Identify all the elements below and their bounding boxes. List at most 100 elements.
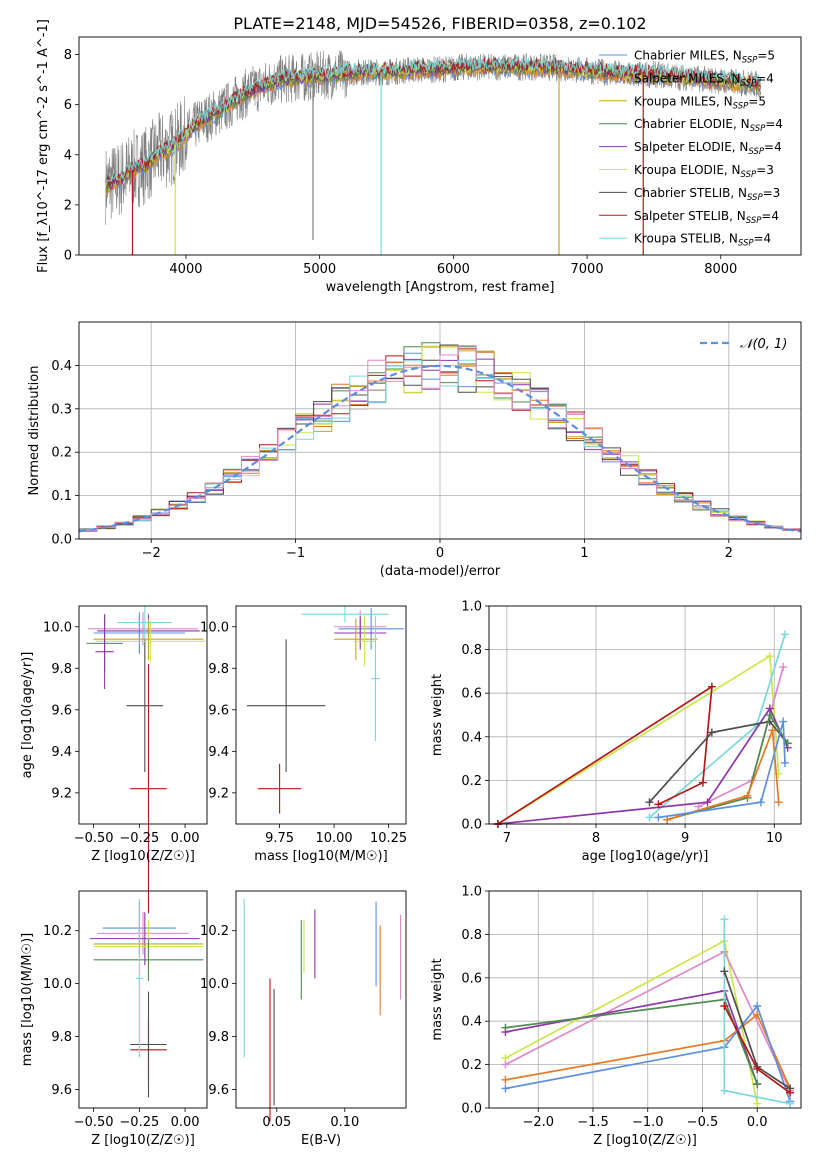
- weight-series: [658, 721, 786, 819]
- weight-marker: [756, 798, 765, 807]
- legend-label-sub: SSP: [750, 124, 766, 134]
- age_vs_mass-plot: [246, 606, 404, 814]
- x-tick-label: 1: [580, 546, 588, 561]
- x-axis-label: E(B-V): [301, 1133, 341, 1148]
- weight-series: [667, 729, 780, 821]
- age_vs_mass-panel: 9.75 10.00 10.25 9.2 9.4 9.6 9.8 10.0 mass [log1…: [200, 605, 407, 864]
- legend-label-sub: SSP: [742, 56, 758, 66]
- weight-marker: [698, 778, 707, 787]
- mass_vs_Z-plot: [89, 898, 204, 1098]
- x-tick-label: 0.05: [262, 1115, 291, 1130]
- y-tick-label: 0.0: [461, 1102, 482, 1117]
- spectrum-axes: 4000 5000 6000 7000 8000 0 2 4 6 8 wavelength [Ang…: [36, 19, 802, 295]
- gaussian-curve: [78, 364, 802, 533]
- x-tick-label: −0.50: [74, 831, 114, 846]
- age_vs_Z-frame: [78, 605, 208, 825]
- legend-label-end: =5: [748, 94, 766, 108]
- weight-marker: [780, 758, 789, 767]
- age_vs_Z-plot: [86, 606, 206, 914]
- legend-label: Chabrier MILES, NSSP=5: [634, 49, 775, 66]
- y-tick-label: 10.0: [43, 620, 72, 635]
- y-tick-label: 0.1: [51, 489, 72, 504]
- weight-marker: [720, 967, 729, 976]
- weight-marker: [765, 652, 774, 661]
- model-spectrum: [105, 55, 761, 183]
- weight-marker: [654, 813, 663, 822]
- mass_vs_ebv-panel: 0.05 0.10 9.6 9.8 10.0 10.2 E(B-V): [200, 890, 407, 1148]
- mass_vs_ebv-plot: [243, 898, 402, 1122]
- y-tick-label: 1.0: [461, 885, 482, 900]
- y-tick-label: 10.0: [200, 977, 229, 992]
- x-tick-label: 4000: [169, 262, 202, 277]
- legend-label-base: Kroupa MILES, N: [634, 94, 733, 108]
- weight-marker: [707, 682, 716, 691]
- spectrum-frame: [78, 36, 802, 256]
- x-tick-label: −0.25: [119, 1115, 159, 1130]
- y-tick-label: 0.2: [461, 1058, 482, 1073]
- weight-marker: [753, 1064, 762, 1073]
- weight-marker: [753, 1002, 762, 1011]
- legend-label-base: Kroupa STELIB, N: [634, 232, 738, 246]
- x-tick-label: 8: [592, 831, 600, 846]
- weight-series: [505, 1004, 791, 1102]
- x-tick-label: 9: [681, 831, 689, 846]
- x-tick-label: 0.00: [171, 831, 200, 846]
- residuals-frame: [78, 321, 802, 540]
- weight-marker: [774, 798, 783, 807]
- legend-label: Kroupa MILES, NSSP=5: [634, 94, 766, 111]
- x-tick-label: 0: [436, 546, 444, 561]
- weight-marker: [765, 711, 774, 719]
- weight-marker: [768, 726, 777, 735]
- weight_vs_age-frame: [488, 605, 802, 825]
- x-tick-label: −2: [142, 546, 161, 561]
- weight-series: [648, 720, 789, 803]
- legend-label: Chabrier ELODIE, NSSP=4: [634, 117, 783, 134]
- x-tick-label: −2.0: [522, 1115, 554, 1130]
- x-tick-label: 9.75: [265, 831, 294, 846]
- weight-marker: [753, 1080, 762, 1089]
- age_vs_Z-panel: −0.50 −0.25 0.00 9.2 9.4 9.6 9.8 10.0 Z [log10(Z…: [20, 605, 208, 914]
- legend-label-base: Chabrier STELIB, N: [634, 186, 747, 200]
- age_vs_mass-axes: 9.75 10.00 10.25 9.2 9.4 9.6 9.8 10.0 mass [log1…: [200, 605, 407, 864]
- x-tick-label: 10.00: [315, 831, 352, 846]
- y-tick-label: 4: [64, 148, 72, 163]
- weight-marker: [753, 1099, 762, 1108]
- y-tick-label: 0.0: [51, 533, 72, 548]
- x-tick-label: 0.10: [330, 1115, 359, 1130]
- x-tick-label: 7000: [571, 262, 604, 277]
- x-axis-label: wavelength [Angstrom, rest frame]: [326, 280, 555, 295]
- weight-marker: [645, 813, 654, 822]
- x-tick-label: −1.5: [577, 1115, 609, 1130]
- y-tick-label: 9.2: [208, 786, 229, 801]
- y-tick-label: 0.6: [461, 971, 482, 986]
- weight-marker: [501, 1075, 510, 1084]
- legend-label-sub: SSP: [741, 170, 757, 180]
- y-tick-label: 10.0: [200, 620, 229, 635]
- weight-marker: [779, 717, 788, 726]
- y-tick-label: 0.3: [51, 402, 72, 417]
- y-tick-label: 9.8: [208, 662, 229, 677]
- y-tick-label: 1.0: [461, 600, 482, 615]
- legend-label-end: =4: [764, 140, 782, 154]
- legend-label-base: Salpeter STELIB, N: [634, 209, 746, 223]
- y-tick-label: 6: [64, 98, 72, 113]
- x-axis-label: (data-model)/error: [380, 564, 501, 579]
- weight-marker: [786, 1088, 795, 1097]
- weight_vs_Z-plot: [501, 915, 795, 1108]
- weight_vs_Z-axes: −2.0 −1.5 −1.0 −0.5 0.0 0.0 0.2 0.4 0.6 0.8 1.0 Z […: [430, 885, 802, 1148]
- legend-label: Kroupa STELIB, NSSP=4: [634, 232, 771, 249]
- weight_vs_Z-frame: [488, 890, 802, 1109]
- y-tick-label: 10.2: [43, 924, 72, 939]
- residual-histogram: [79, 345, 801, 532]
- mass_vs_Z-frame: [78, 890, 208, 1109]
- legend-label-sub: SSP: [738, 239, 754, 249]
- weight_vs_age-grid: [489, 605, 801, 825]
- legend-label-sub: SSP: [741, 78, 757, 88]
- x-axis-label: Z [log10(Z/Z☉)]: [91, 1133, 195, 1148]
- x-axis-label: Z [log10(Z/Z☉)]: [593, 1133, 697, 1148]
- y-tick-label: 10.0: [43, 977, 72, 992]
- y-tick-label: 9.6: [208, 1083, 229, 1098]
- y-tick-label: 9.6: [208, 703, 229, 718]
- x-axis-label: Z [log10(Z/Z☉)]: [91, 849, 195, 864]
- legend-label-end: =4: [761, 209, 779, 223]
